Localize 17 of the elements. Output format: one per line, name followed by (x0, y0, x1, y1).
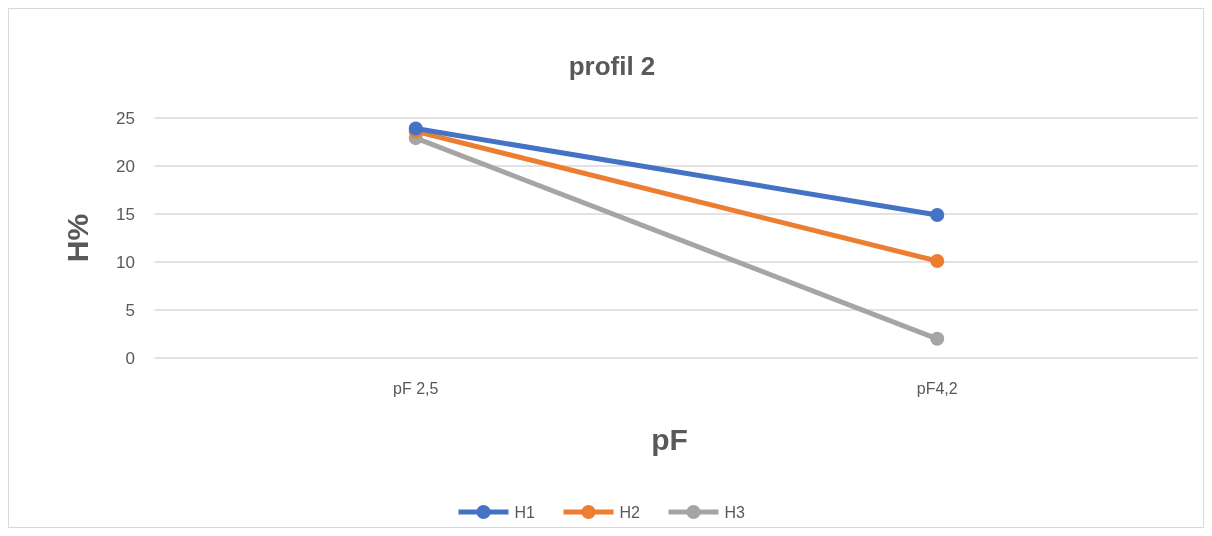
y-tick-label: 20 (116, 156, 135, 176)
y-tick-label: 25 (116, 108, 135, 128)
y-axis-title: H% (61, 213, 94, 263)
point (930, 331, 945, 346)
x-axis-title: pF (651, 423, 688, 456)
legend-label: H3 (724, 503, 746, 521)
x-tick-label: pF4,2 (916, 380, 958, 397)
y-tick-label: 0 (125, 348, 135, 368)
legend-label: H2 (619, 503, 641, 521)
chart-title: profil 2 (568, 51, 656, 81)
y-tick-label: 5 (125, 300, 135, 320)
point (930, 254, 945, 269)
x-tick-label: pF 2,5 (393, 380, 439, 397)
y-tick-label: 15 (116, 204, 135, 224)
legend-label: H1 (514, 503, 536, 521)
y-tick-label: 10 (116, 252, 135, 272)
point (930, 207, 945, 222)
